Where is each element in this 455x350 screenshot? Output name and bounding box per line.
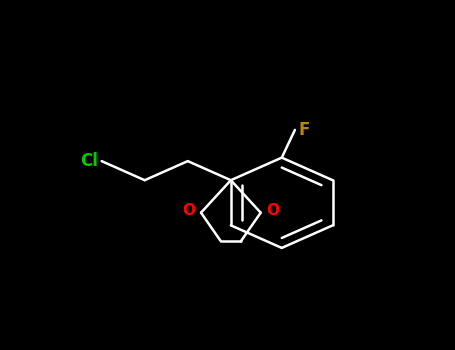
- Text: F: F: [298, 121, 310, 139]
- Text: Cl: Cl: [80, 152, 98, 170]
- Text: O: O: [182, 203, 196, 218]
- Text: O: O: [266, 203, 279, 218]
